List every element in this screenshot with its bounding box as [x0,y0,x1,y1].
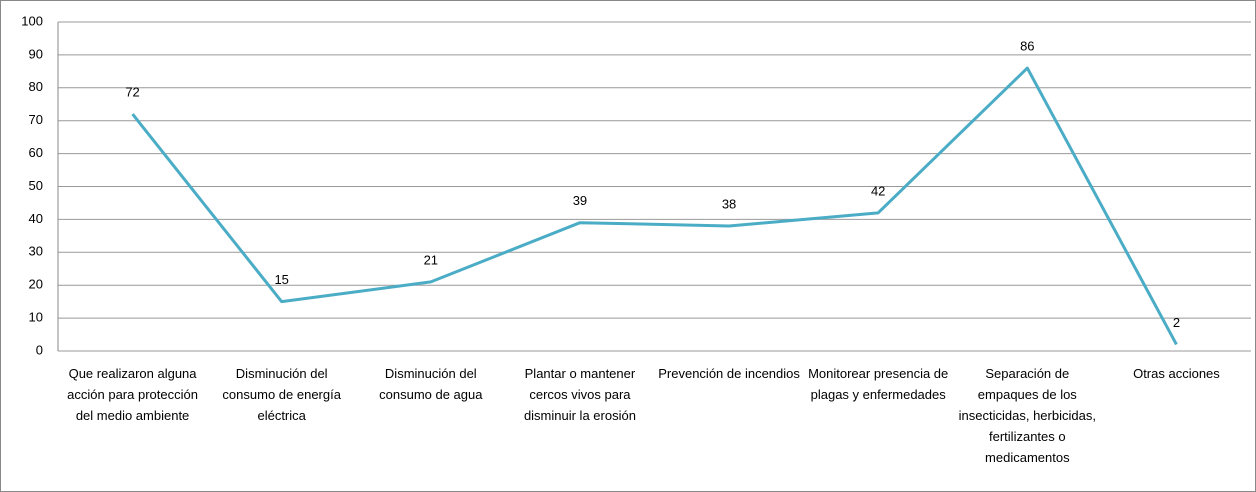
x-tick-label: Prevención de incendios [658,366,800,381]
data-label: 39 [573,193,587,208]
data-label: 21 [424,252,438,267]
y-tick-label: 40 [29,211,43,226]
data-label: 72 [125,85,139,100]
x-tick-label: Disminución del consumo de agua [379,366,483,402]
y-tick-label: 70 [29,112,43,127]
data-label: 38 [722,196,736,211]
x-tick-label: Que realizaron alguna acción para protec… [67,366,198,423]
y-tick-label: 10 [29,310,43,325]
x-tick-label: Disminución del consumo de energía eléct… [222,366,341,423]
x-tick-label: Otras acciones [1133,366,1220,381]
data-label: 42 [871,183,885,198]
y-tick-label: 0 [36,342,43,357]
data-label: 2 [1173,315,1180,330]
x-tick-label: Separación de empaques de los insecticid… [958,366,1096,465]
line [131,66,1178,346]
x-tick-label: Plantar o mantener cercos vivos para dis… [523,366,636,423]
x-tick-label: Monitorear presencia de plagas y enferme… [808,366,949,402]
data-label: 86 [1020,38,1034,53]
y-tick-label: 30 [29,244,43,259]
data-label: 15 [274,272,288,287]
y-tick-label: 50 [29,178,43,193]
y-tick-label: 90 [29,46,43,61]
y-tick-label: 80 [29,79,43,94]
y-tick-label: 60 [29,145,43,160]
y-tick-label: 20 [29,277,43,292]
y-tick-label: 100 [21,13,43,28]
